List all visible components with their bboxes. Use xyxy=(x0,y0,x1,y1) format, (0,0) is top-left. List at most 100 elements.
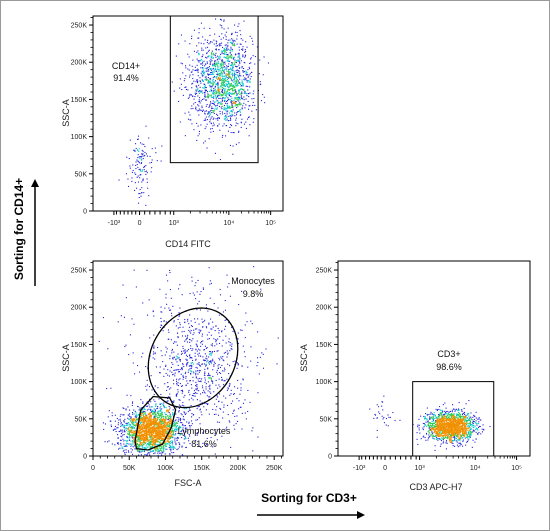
scatter-point xyxy=(221,357,223,359)
scatter-point xyxy=(117,422,119,424)
scatter-point xyxy=(177,369,179,371)
scatter-point xyxy=(200,82,202,84)
scatter-point xyxy=(213,338,215,340)
scatter-point xyxy=(155,434,157,436)
scatter-point xyxy=(216,63,218,65)
scatter-point xyxy=(235,82,237,84)
scatter-point xyxy=(202,87,204,89)
scatter-point xyxy=(218,69,220,71)
scatter-point xyxy=(229,421,231,423)
scatter-point xyxy=(161,438,163,440)
scatter-point xyxy=(232,361,234,363)
scatter-point xyxy=(226,111,228,113)
scatter-point xyxy=(195,372,197,374)
scatter-point xyxy=(113,429,115,431)
scatter-point xyxy=(159,372,161,374)
scatter-point xyxy=(161,438,163,440)
scatter-point xyxy=(224,44,226,46)
scatter-point xyxy=(198,114,200,116)
scatter-point xyxy=(188,409,190,411)
scatter-point xyxy=(206,104,208,106)
scatter-point xyxy=(229,85,231,87)
scatter-point xyxy=(181,294,183,296)
scatter-point xyxy=(218,35,220,37)
scatter-point xyxy=(136,422,138,424)
scatter-point xyxy=(138,454,140,456)
scatter-point xyxy=(205,47,207,49)
scatter-point xyxy=(241,67,243,69)
scatter-point xyxy=(187,118,189,120)
scatter-point xyxy=(134,189,136,191)
scatter-point xyxy=(228,80,230,82)
scatter-point xyxy=(237,123,239,125)
scatter-point xyxy=(156,415,158,417)
scatter-point xyxy=(221,98,223,100)
scatter-point xyxy=(241,290,243,292)
scatter-point xyxy=(222,94,224,96)
scatter-point xyxy=(192,363,194,365)
scatter-point xyxy=(176,437,178,439)
scatter-point xyxy=(236,362,238,364)
y-axis-label: SSC-A xyxy=(61,344,71,372)
scatter-point xyxy=(121,429,123,431)
scatter-point xyxy=(230,67,232,69)
scatter-point xyxy=(181,89,183,91)
scatter-point xyxy=(202,326,204,328)
scatter-point xyxy=(195,366,197,368)
scatter-point xyxy=(232,67,234,69)
scatter-point xyxy=(221,90,223,92)
scatter-point xyxy=(166,421,168,423)
scatter-point xyxy=(146,435,148,437)
scatter-point xyxy=(150,421,152,423)
scatter-point xyxy=(156,434,158,436)
scatter-point xyxy=(178,100,180,102)
scatter-point xyxy=(213,43,215,45)
scatter-point xyxy=(146,417,148,419)
scatter-point xyxy=(224,91,226,93)
scatter-point xyxy=(165,346,167,348)
scatter-point xyxy=(209,351,211,353)
scatter-point xyxy=(199,86,201,88)
scatter-point xyxy=(216,107,218,109)
scatter-point xyxy=(142,428,144,430)
scatter-point xyxy=(224,34,226,36)
scatter-point xyxy=(195,348,197,350)
scatter-point xyxy=(219,407,221,409)
scatter-point xyxy=(217,103,219,105)
scatter-point xyxy=(161,427,163,429)
scatter-point xyxy=(238,46,240,48)
scatter-point xyxy=(157,424,159,426)
scatter-point xyxy=(188,329,190,331)
scatter-point xyxy=(214,64,216,66)
scatter-point xyxy=(212,57,214,59)
scatter-point xyxy=(156,439,158,441)
scatter-point xyxy=(216,83,218,85)
scatter-point xyxy=(260,100,262,102)
scatter-point xyxy=(153,444,155,446)
scatter-point xyxy=(159,430,161,432)
scatter-point xyxy=(135,441,137,443)
scatter-point xyxy=(173,429,175,431)
scatter-point xyxy=(154,431,156,433)
scatter-point xyxy=(153,436,155,438)
scatter-point xyxy=(228,322,230,324)
scatter-point xyxy=(203,43,205,45)
scatter-point xyxy=(197,428,199,430)
scatter-point xyxy=(163,429,165,431)
scatter-point xyxy=(146,426,148,428)
scatter-point xyxy=(197,50,199,52)
scatter-point xyxy=(191,394,193,396)
scatter-point xyxy=(224,380,226,382)
scatter-point xyxy=(217,76,219,78)
scatter-point xyxy=(135,168,137,170)
scatter-point xyxy=(217,74,219,76)
scatter-point xyxy=(202,80,204,82)
scatter-point xyxy=(464,426,466,428)
scatter-point xyxy=(242,83,244,85)
scatter-point xyxy=(152,450,154,452)
scatter-point xyxy=(168,438,170,440)
scatter-point xyxy=(134,429,136,431)
scatter-point xyxy=(161,428,163,430)
scatter-point xyxy=(230,79,232,81)
scatter-point xyxy=(164,428,166,430)
